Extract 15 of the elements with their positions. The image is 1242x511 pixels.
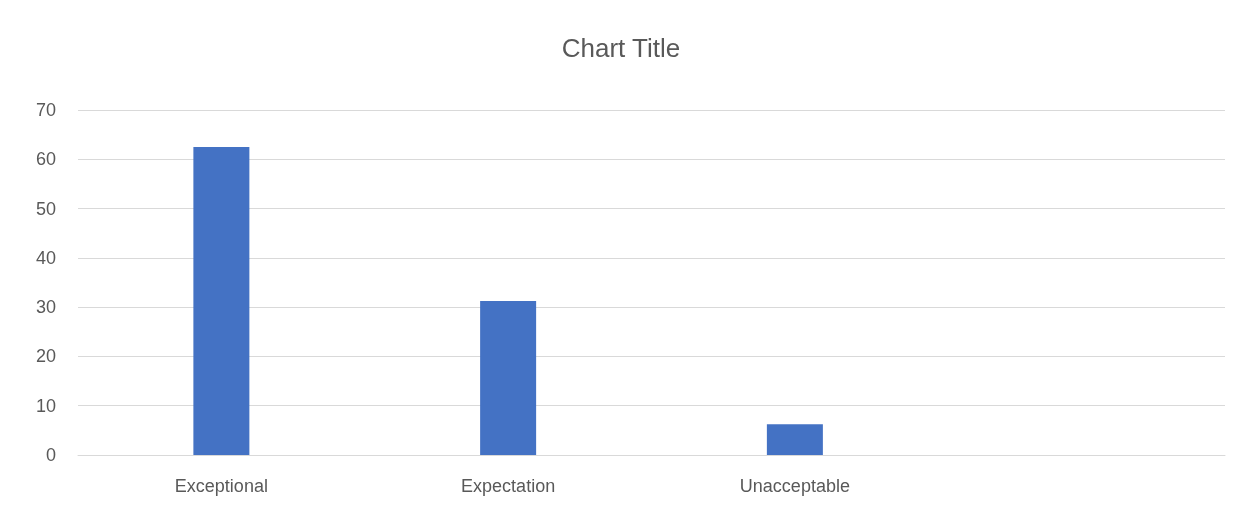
y-tick-label: 50 <box>35 198 56 219</box>
x-tick-label: Exceptional <box>174 476 268 496</box>
y-tick-label: 0 <box>45 445 56 465</box>
x-tick-label: Expectation <box>461 476 556 496</box>
y-tick-label: 30 <box>35 297 56 318</box>
y-tick-label: 20 <box>35 346 56 367</box>
y-tick-label: 10 <box>35 395 56 416</box>
y-tick-label: 60 <box>35 149 56 170</box>
bar <box>480 300 537 455</box>
chart-title: Chart Title <box>561 33 681 63</box>
y-tick-label: 40 <box>35 247 56 268</box>
bar <box>766 424 823 455</box>
x-tick-label: Unacceptable <box>739 476 850 496</box>
y-tick-label: 70 <box>35 100 56 120</box>
bar <box>193 146 250 455</box>
